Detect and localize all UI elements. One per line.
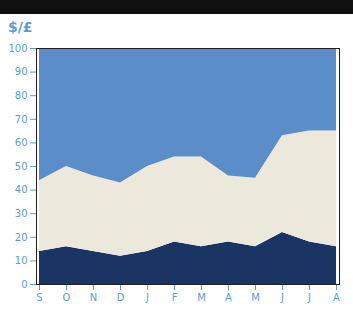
svg-text:10: 10	[15, 255, 28, 266]
svg-text:J: J	[307, 292, 311, 303]
svg-text:A: A	[333, 292, 340, 303]
svg-text:60: 60	[15, 137, 28, 148]
svg-text:90: 90	[15, 66, 28, 77]
svg-text:N: N	[90, 292, 97, 303]
svg-text:D: D	[117, 292, 125, 303]
svg-text:J: J	[145, 292, 149, 303]
svg-text:M: M	[197, 292, 206, 303]
svg-text:0: 0	[21, 279, 27, 290]
svg-text:20: 20	[15, 232, 28, 243]
svg-text:A: A	[225, 292, 232, 303]
svg-text:30: 30	[15, 208, 28, 219]
svg-text:50: 50	[15, 161, 28, 172]
svg-text:F: F	[172, 292, 178, 303]
svg-text:40: 40	[15, 184, 28, 195]
svg-text:100: 100	[8, 43, 27, 54]
svg-text:O: O	[63, 292, 71, 303]
svg-text:J: J	[280, 292, 284, 303]
svg-text:70: 70	[15, 114, 28, 125]
svg-text:M: M	[251, 292, 260, 303]
svg-text:S: S	[36, 292, 42, 303]
svg-text:80: 80	[15, 90, 28, 101]
